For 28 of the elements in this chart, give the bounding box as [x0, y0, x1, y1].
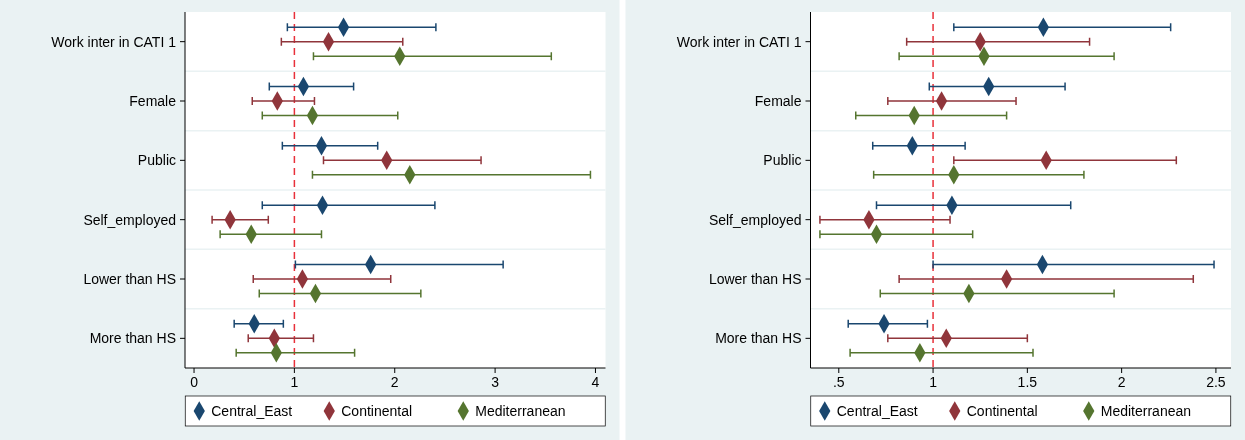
x-tick-label: .5 [832, 374, 845, 390]
x-tick-label: 1 [929, 374, 938, 390]
legend-label: Mediterranean [475, 402, 566, 419]
x-tick-label: 2 [390, 374, 399, 390]
legend-label: Continental [341, 402, 413, 419]
legend-label: Central_East [211, 402, 293, 419]
y-tick-label: Public [763, 152, 802, 169]
y-tick-label: Lower than HS [83, 270, 176, 287]
y-tick-label: Public [137, 152, 176, 169]
x-tick-label: 2 [1117, 374, 1126, 390]
legend-label: Central_East [836, 402, 918, 419]
x-tick-label: 0 [190, 374, 199, 390]
x-tick-label: 1.5 [1017, 374, 1038, 390]
x-tick-label: 4 [591, 374, 600, 390]
x-tick-label: 1 [290, 374, 299, 390]
y-tick-label: More than HS [715, 330, 802, 347]
y-tick-label: Work inter in CATI 1 [676, 33, 802, 50]
legend-label: Mediterranean [1100, 402, 1192, 419]
y-tick-label: Female [754, 92, 802, 109]
y-tick-label: Female [129, 92, 177, 109]
legend-label: Continental [966, 402, 1038, 419]
y-tick-label: Lower than HS [708, 270, 802, 287]
x-tick-label: 2.5 [1206, 374, 1226, 390]
y-tick-label: Work inter in CATI 1 [51, 33, 177, 50]
x-tick-label: 3 [491, 374, 500, 390]
y-tick-label: Self_employed [83, 211, 176, 228]
y-tick-label: Self_employed [708, 211, 802, 228]
y-tick-label: More than HS [89, 330, 176, 347]
